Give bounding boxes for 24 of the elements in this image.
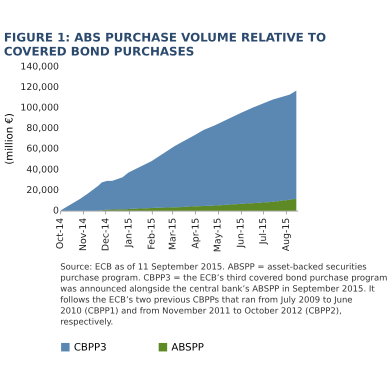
y-tick-label: 60,000	[26, 144, 60, 155]
x-tick-label: Jun-15	[236, 218, 247, 249]
y-axis-title: (million €)	[4, 113, 16, 165]
y-tick-label: 40,000	[26, 164, 60, 176]
x-tick-label: Aug-15	[280, 218, 292, 252]
y-tick-label: 140,000	[20, 61, 60, 72]
y-tick-label: 0	[53, 206, 60, 217]
legend-label: CBPP3	[74, 342, 107, 354]
x-tick-label: Feb-15	[146, 218, 158, 250]
x-tick-label: Mar-15	[167, 218, 178, 250]
y-tick-label: 120,000	[20, 82, 60, 93]
y-tick-label: 80,000	[26, 123, 60, 134]
legend-label: ABSPP	[171, 342, 204, 354]
source-note: Source: ECB as of 11 September 2015. ABSPP = asset-backed securities purchase program. CBPP3 = the ECB’s third covered bond purchase program was announced alongside the central bank’s ABSPP in September 2015. It follows the ECB’s two previous CBPPs that ran from July 2009 to June 2010 (CBPP1) and from November 2011 to October 2012 (CBPP2), respectively.	[60, 262, 388, 327]
x-tick-label: Oct-14	[55, 218, 66, 250]
x-tick-label: Nov-14	[78, 218, 90, 252]
y-tick-label: 100,000	[20, 102, 60, 114]
x-tick-label: Jan-15	[124, 218, 135, 248]
y-tick-label: 20,000	[26, 184, 60, 196]
x-tick-label: Jul-15	[258, 218, 269, 246]
x-tick-label: Dec-14	[100, 218, 112, 252]
chart-title: FIGURE 1: ABS PURCHASE VOLUME RELATIVE TO COVERED BOND PURCHASES	[4, 30, 326, 58]
x-tick-label: Apr-15	[190, 218, 202, 249]
x-tick-label: May-15	[212, 218, 224, 252]
